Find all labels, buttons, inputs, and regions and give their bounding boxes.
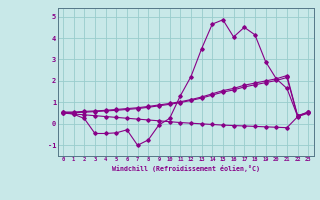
- X-axis label: Windchill (Refroidissement éolien,°C): Windchill (Refroidissement éolien,°C): [112, 165, 260, 172]
